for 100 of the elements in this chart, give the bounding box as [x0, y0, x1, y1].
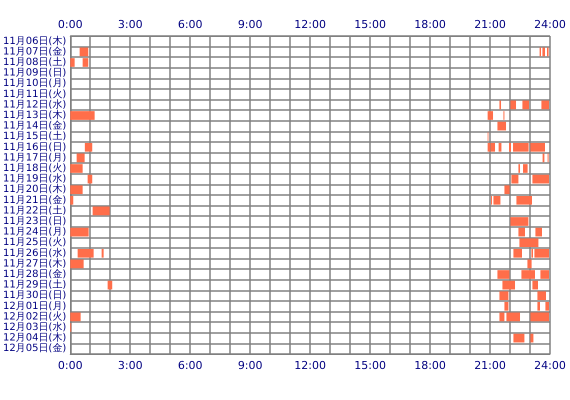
- y-tick-label: 12月03日(水): [2, 321, 66, 333]
- y-tick-label: 12月01日(月): [2, 300, 66, 312]
- y-tick-label: 11月29日(土): [2, 278, 66, 291]
- y-tick-label: 11月08日(土): [2, 56, 66, 68]
- bar: [535, 228, 542, 236]
- bar: [534, 248, 549, 258]
- bar: [108, 280, 112, 290]
- y-tick-label: 12月04日(木): [2, 332, 66, 344]
- bar: [499, 291, 508, 300]
- bar: [78, 248, 94, 258]
- y-tick-label: 11月27日(木): [2, 257, 66, 270]
- bar: [488, 111, 494, 120]
- bar: [522, 100, 530, 110]
- x-tick-label: 15:00: [354, 359, 386, 372]
- bar: [510, 217, 528, 226]
- bar: [506, 312, 520, 322]
- bar: [523, 164, 528, 173]
- x-tick-label: 0:00: [58, 359, 83, 372]
- y-tick-label: 11月24日(月): [2, 226, 66, 238]
- bar: [532, 280, 538, 290]
- bar: [502, 280, 516, 290]
- bar: [513, 142, 529, 152]
- x2-tick-label: 15:00: [354, 18, 386, 31]
- bar: [70, 164, 83, 173]
- bar: [70, 58, 75, 67]
- y-tick-label: 12月05日(金): [2, 342, 66, 354]
- x-tick-label: 24:00: [534, 359, 566, 372]
- y-tick-label: 12月02日(火): [2, 310, 66, 322]
- bar: [498, 142, 502, 152]
- bar: [537, 291, 546, 300]
- y-tick-label: 11月14日(金): [2, 120, 66, 132]
- bar: [527, 260, 532, 268]
- bar: [70, 185, 83, 194]
- bar: [92, 206, 110, 216]
- y-tick-label: 11月16日(日): [2, 142, 66, 153]
- y-tick-label: 11月30日(日): [2, 290, 66, 302]
- y-tick-label: 11月21日(金): [2, 194, 66, 206]
- bar: [497, 270, 510, 279]
- x2-tick-label: 3:00: [118, 18, 143, 31]
- bar: [540, 270, 549, 279]
- bar: [530, 142, 546, 152]
- bar: [70, 196, 74, 205]
- x2-tick-label: 21:00: [474, 18, 506, 31]
- x-tick-label: 18:00: [414, 359, 446, 372]
- bar: [504, 185, 510, 194]
- y-tick-label: 11月07日(金): [2, 45, 66, 58]
- y-tick-label: 11月23日(日): [2, 216, 66, 227]
- y-tick-label: 11月17日(月): [2, 152, 66, 164]
- bar: [516, 196, 532, 205]
- y-tick-label: 11月20日(木): [2, 183, 66, 196]
- x-tick-label: 6:00: [178, 359, 203, 372]
- bar: [530, 334, 534, 342]
- x2-tick-label: 18:00: [414, 18, 446, 31]
- bar: [80, 48, 88, 56]
- bar: [88, 174, 92, 184]
- x-tick-label: 12:00: [294, 359, 326, 372]
- bar: [532, 174, 549, 184]
- x2-tick-label: 0:00: [58, 18, 83, 31]
- bar: [84, 142, 92, 152]
- x2-tick-label: 12:00: [294, 18, 326, 31]
- x2-tick-label: 24:00: [534, 18, 566, 31]
- bar: [493, 196, 500, 205]
- bar: [70, 312, 81, 322]
- y-tick-label: 11月15日(土): [2, 130, 66, 142]
- bar: [537, 302, 540, 311]
- x-tick-label: 9:00: [238, 359, 263, 372]
- bar: [499, 312, 504, 322]
- bar: [504, 302, 508, 311]
- y-tick-label: 11月22日(土): [2, 204, 66, 216]
- y-tick-label: 11月09日(日): [2, 68, 66, 79]
- y-tick-label: 11月13日(木): [2, 109, 66, 121]
- bar: [70, 260, 84, 268]
- x2-tick-label: 6:00: [178, 18, 203, 31]
- y-tick-label: 11月25日(火): [2, 236, 66, 248]
- y-tick-label: 11月06日(木): [2, 34, 66, 47]
- bar: [545, 302, 549, 311]
- bar: [511, 174, 518, 184]
- bar: [518, 228, 526, 236]
- x-tick-label: 3:00: [118, 359, 143, 372]
- x2-tick-label: 9:00: [238, 18, 263, 31]
- bar: [76, 154, 85, 162]
- y-tick-label: 11月18日(火): [2, 162, 66, 174]
- y-tick-label: 11月19日(水): [2, 172, 66, 185]
- bar: [497, 122, 506, 130]
- y-tick-label: 11月26日(水): [2, 246, 66, 259]
- bar: [513, 248, 522, 258]
- bar: [70, 228, 89, 236]
- bar: [513, 334, 524, 342]
- y-tick-label: 11月28日(金): [2, 268, 66, 280]
- y-tick-label: 11月10日(月): [2, 78, 66, 90]
- bar: [542, 48, 546, 56]
- bar: [521, 270, 536, 279]
- y-tick-label: 11月12日(水): [2, 98, 66, 110]
- bar: [82, 58, 88, 67]
- bar: [70, 111, 95, 120]
- bar: [490, 142, 496, 152]
- x-tick-label: 21:00: [474, 359, 506, 372]
- bar: [519, 238, 538, 248]
- bar: [510, 100, 516, 110]
- bar: [530, 312, 549, 322]
